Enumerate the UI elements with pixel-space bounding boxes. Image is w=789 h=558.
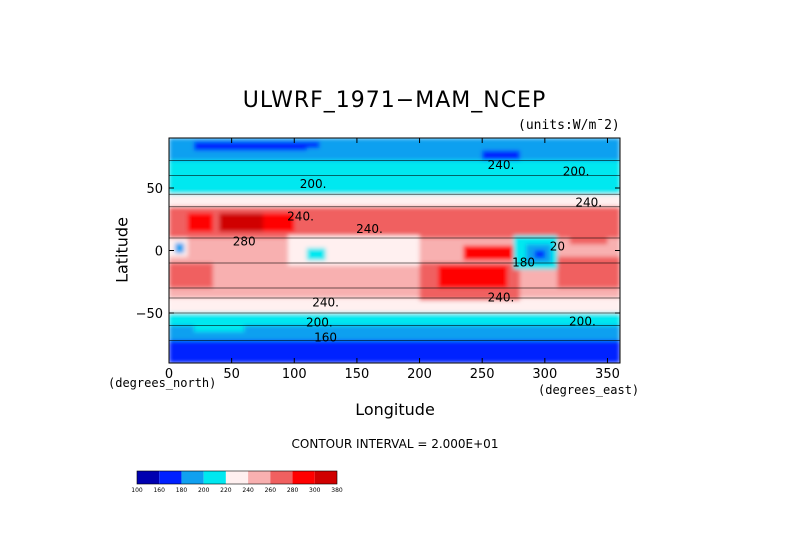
heatmap-cell <box>482 303 583 313</box>
colorbar-label: 240 <box>242 487 254 494</box>
contour-label: 20 <box>550 239 565 253</box>
colorbar: 100 160 180 200 220 240 260 280 300 380 <box>131 470 343 494</box>
heatmap-cell <box>169 313 620 326</box>
colorbar-label: 220 <box>220 487 232 494</box>
heatmap-cell <box>438 265 508 288</box>
colorbar-swatch <box>292 471 315 484</box>
heatmap-cell <box>262 213 295 232</box>
colorbar-label: 100 <box>131 487 143 494</box>
x-tick-label: 300 <box>532 367 557 382</box>
heatmap-cell <box>187 213 213 232</box>
heatmap-cell <box>169 343 620 353</box>
contour-label: 200. <box>306 316 333 330</box>
contour-label: 160 <box>314 331 337 345</box>
y-tick-label: −50 <box>136 307 163 322</box>
x-tick-label: 350 <box>595 367 620 382</box>
colorbar-swatch <box>314 471 337 484</box>
heatmap-cell <box>306 148 345 157</box>
heatmap-cell <box>306 248 326 261</box>
y-axis-label: Latitude <box>112 217 132 283</box>
chart-title: ULWRF_1971−MAM_NCEP <box>242 88 547 113</box>
colorbar-swatch <box>248 471 271 484</box>
heatmap-cell <box>194 141 320 151</box>
colorbar-label: 260 <box>265 487 277 494</box>
y-axis-ticks: −50 0 50 <box>136 182 620 322</box>
heatmap-cell <box>557 256 620 288</box>
y-tick-label: 50 <box>146 182 163 197</box>
heatmap-cell <box>463 245 527 261</box>
x-axis-label: Longitude <box>355 400 435 419</box>
contour-label: 240. <box>488 158 515 172</box>
contour-label: 240. <box>575 196 602 210</box>
x-tick-label: 200 <box>407 367 432 382</box>
contour-labels: 200. 240. 280 240. 240. 200. 240. 240. 240. 200. 2… <box>233 158 602 345</box>
heatmap-cell <box>482 150 520 161</box>
y-axis-sublabel: (degrees_north) <box>108 376 217 390</box>
heatmap-cell <box>175 243 185 253</box>
colorbar-label: 180 <box>176 487 188 494</box>
heatmap-cell <box>169 160 620 176</box>
contour-label: 240. <box>312 296 339 310</box>
contour-label: 240. <box>488 291 515 305</box>
colorbar-label: 200 <box>198 487 210 494</box>
contour-label: 240. <box>287 209 314 223</box>
x-tick-label: 50 <box>223 367 240 382</box>
y-tick-label: 0 <box>155 245 163 260</box>
contour-interval-text: CONTOUR INTERVAL = 2.000E+01 <box>291 437 499 451</box>
contour-label: 200. <box>563 164 590 178</box>
heatmap-cell <box>169 194 620 207</box>
x-axis-ticks: 0 50 100 150 200 250 300 350 <box>165 138 620 382</box>
colorbar-label: 160 <box>153 487 165 494</box>
x-tick-label: 100 <box>282 367 307 382</box>
colorbar-swatch <box>181 471 204 484</box>
heatmap-cell <box>237 219 263 228</box>
colorbar-frame <box>136 470 338 485</box>
units-label: (units:W/m¯2) <box>518 118 620 133</box>
heatmap-cell <box>169 263 213 288</box>
heatmap-cell <box>534 250 545 258</box>
colorbar-label: 280 <box>287 487 299 494</box>
heatmap-cell <box>569 219 608 245</box>
heatmap-cell <box>169 175 620 195</box>
heatmap-cell <box>169 325 620 341</box>
contour-label: 280 <box>233 234 256 248</box>
heatmap-cell <box>331 235 408 257</box>
contour-label: 180 <box>512 256 535 270</box>
heatmap-cell <box>169 288 620 298</box>
heatmap-cell <box>194 323 245 332</box>
colorbar-swatch <box>137 471 160 484</box>
contour-label: 240. <box>356 222 383 236</box>
x-tick-label: 0 <box>165 367 173 382</box>
heatmap-cell <box>294 219 332 238</box>
contour-label: 200. <box>569 314 596 328</box>
colorbar-swatch <box>225 471 249 484</box>
colorbar-label: 380 <box>331 487 343 494</box>
x-tick-label: 250 <box>470 367 495 382</box>
heatmap-cells <box>169 138 620 363</box>
x-tick-label: 150 <box>345 367 370 382</box>
colorbar-swatch <box>159 471 182 484</box>
colorbar-swatch <box>203 471 226 484</box>
colorbar-swatch <box>270 471 293 484</box>
colorbar-label: 300 <box>309 487 321 494</box>
contour-label: 200. <box>300 177 327 191</box>
x-axis-sublabel: (degrees_east) <box>538 383 640 397</box>
